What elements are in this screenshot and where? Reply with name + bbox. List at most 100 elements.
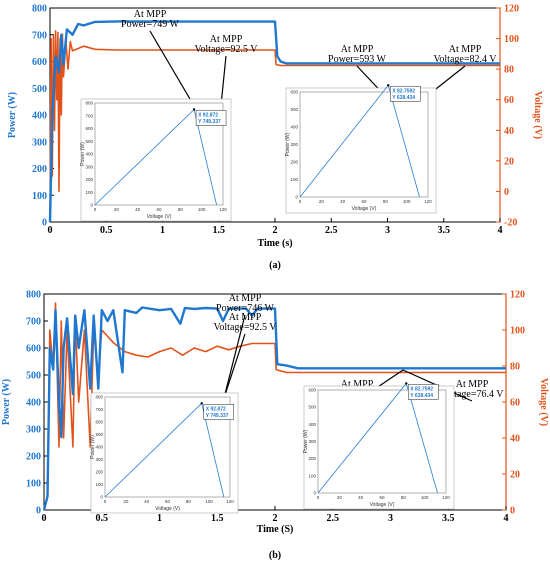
inset-frame <box>299 91 429 198</box>
inset-x-tick-label: 0 <box>317 495 320 500</box>
datatip-x: X 92.872 <box>206 406 226 412</box>
x-tick-label: 2.5 <box>327 513 340 524</box>
y-right-tick-label: 100 <box>504 34 519 45</box>
inset-x-tick-label: 100 <box>198 207 206 212</box>
x-tick-label: 4 <box>504 513 509 524</box>
datatip-marker <box>405 382 408 385</box>
inset-x-tick-label: 80 <box>383 199 389 204</box>
inset-y-tick-label: 600 <box>290 90 298 95</box>
inset-x-tick-label: 80 <box>401 495 407 500</box>
inset-y-tick-label: 100 <box>85 190 93 195</box>
y-right-tick-label: 60 <box>504 95 514 106</box>
y-right-tick-label: 80 <box>504 65 514 76</box>
x-tick-label: 0 <box>48 225 53 236</box>
inset-y-tick-label: 100 <box>308 473 316 478</box>
x-tick-label: 0.5 <box>100 225 113 236</box>
mpp-annotation-text: Voltage=92.5 V <box>194 44 258 55</box>
inset-y-tick-label: 200 <box>308 456 316 461</box>
x-tick-label: 4 <box>498 225 503 236</box>
inset-y-tick-label: 0 <box>295 195 298 200</box>
inset-y-tick-label: 600 <box>308 388 316 393</box>
inset-y-tick-label: 400 <box>308 422 316 427</box>
y-right-tick-label: 120 <box>504 4 519 15</box>
inset-y-tick-label: 500 <box>85 139 93 144</box>
inset-x-tick-label: 80 <box>178 207 184 212</box>
y-left-tick-label: 400 <box>32 111 47 122</box>
inset-y-tick-label: 700 <box>85 113 93 118</box>
inset-x-label: Voltage (V) <box>155 506 180 512</box>
inset-x-tick-label: 0 <box>299 199 302 204</box>
inset-y-tick-label: 800 <box>85 101 93 106</box>
inset-x-tick-label: 120 <box>219 207 227 212</box>
datatip-marker <box>387 84 390 87</box>
y-left-tick-label: 200 <box>26 452 41 463</box>
inset-x-tick-label: 60 <box>361 199 367 204</box>
y-left-tick-label: 700 <box>32 30 47 41</box>
inset-x-tick-label: 20 <box>319 199 325 204</box>
inset-x-tick-label: 0 <box>94 207 97 212</box>
x-tick-label: 3.5 <box>442 513 455 524</box>
mpp-annotation-text: At MPP <box>456 379 489 390</box>
y-left-tick-label: 600 <box>32 57 47 68</box>
inset-x-tick-label: 100 <box>421 495 429 500</box>
datatip-y: Y 638.434 <box>410 393 433 399</box>
mpp-annotation-text: At MPP <box>449 44 482 55</box>
power-series-line <box>48 20 500 223</box>
x-axis-label: Time (s) <box>257 238 292 249</box>
y-right-tick-label: 0 <box>510 506 515 517</box>
inset-y-tick-label: 0 <box>313 491 316 496</box>
annotation-arrow <box>223 333 246 399</box>
inset-y-tick-label: 300 <box>85 164 93 169</box>
inset-x-tick-label: 0 <box>104 499 107 504</box>
y-left-tick-label: 200 <box>32 164 47 175</box>
y-left-tick-label: 800 <box>32 4 47 15</box>
mpp-annotation-text: At MPP <box>134 9 167 20</box>
y-right-tick-label: 0 <box>504 187 509 198</box>
voltage-series-line <box>43 302 506 511</box>
y-left-axis-label: Power (W) <box>1 379 12 425</box>
datatip-marker <box>200 402 203 405</box>
inset-y-tick-label: 400 <box>290 125 298 130</box>
inset-y-tick-label: 800 <box>95 395 103 400</box>
inset-y-tick-label: 400 <box>95 445 103 450</box>
inset-pv-curve: 0 20 40 60 80 100 120 0 100 200 300 400 500 600 700 800… <box>90 392 239 514</box>
y-left-tick-label: 300 <box>32 137 47 148</box>
y-left-tick-label: 100 <box>32 191 47 202</box>
y-right-tick-label: 40 <box>504 126 514 137</box>
y-right-tick-label: -20 <box>504 218 517 229</box>
x-tick-label: 3 <box>388 513 393 524</box>
y-left-tick-label: 600 <box>26 344 41 355</box>
datatip-box <box>390 86 421 102</box>
inset-x-tick-label: 20 <box>114 207 120 212</box>
datatip-x: X 82.7592 <box>410 386 433 392</box>
datatip-x: X 92.872 <box>198 112 218 118</box>
x-tick-label: 1.5 <box>213 225 226 236</box>
inset-x-tick-label: 60 <box>379 495 385 500</box>
mpp-annotation-text: At MPP <box>341 44 374 55</box>
panel-a: 0 0.5 1 1.5 2 2.5 3 3.5 401002003004005006007008… <box>7 4 543 272</box>
inset-x-tick-label: 100 <box>403 199 411 204</box>
y-left-tick-label: 0 <box>42 218 47 229</box>
y-left-tick-label: 0 <box>36 506 41 517</box>
inset-pv-curve: 0 20 40 60 80 100 120 0 100 200 300 400 500 600 Voltag… <box>285 84 437 214</box>
inset-y-tick-label: 0 <box>100 495 103 500</box>
datatip-marker <box>192 108 196 111</box>
inset-y-label: Power (W) <box>303 429 309 453</box>
inset-y-tick-label: 200 <box>85 177 93 182</box>
inset-y-tick-label: 0 <box>90 203 93 208</box>
datatip-box <box>203 404 234 420</box>
inset-x-tick-label: 120 <box>442 495 450 500</box>
mpp-annotation-text: At MPP <box>341 379 374 390</box>
y-left-tick-label: 800 <box>26 290 41 301</box>
inset-y-tick-label: 500 <box>290 107 298 112</box>
x-tick-label: 1 <box>157 513 162 524</box>
inset-x-tick-label: 20 <box>337 495 343 500</box>
power-series-line <box>42 306 506 511</box>
datatip-y: Y 749.337 <box>198 119 221 125</box>
y-left-tick-label: 400 <box>26 398 41 409</box>
inset-y-tick-label: 700 <box>95 407 103 412</box>
x-tick-label: 2 <box>273 513 278 524</box>
inset-x-label: Voltage (V) <box>370 502 395 508</box>
inset-frame <box>317 389 447 494</box>
